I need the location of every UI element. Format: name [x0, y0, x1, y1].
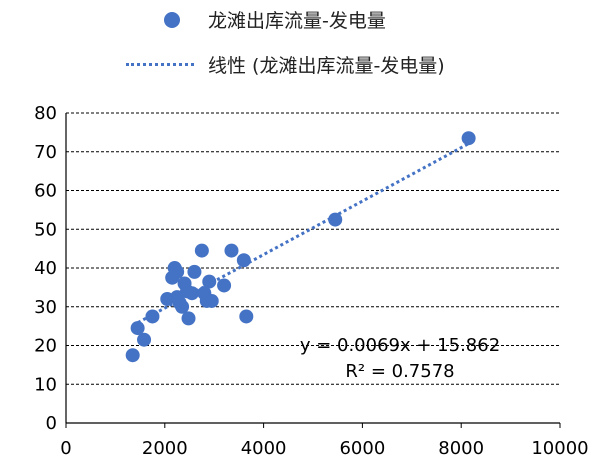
data-point	[217, 278, 232, 293]
y-tick-label: 20	[34, 336, 57, 357]
x-tick-label: 8000	[438, 438, 484, 459]
y-tick-label: 0	[46, 413, 57, 434]
legend-item-trendline: 线性 (龙滩出库流量-发电量)	[126, 51, 445, 78]
data-point	[194, 243, 209, 258]
data-point	[145, 309, 160, 324]
data-point	[184, 286, 199, 301]
trendline-path	[131, 142, 470, 327]
data-point	[202, 274, 217, 289]
data-point	[236, 253, 251, 268]
series-marker-icon	[164, 11, 180, 28]
legend: 龙滩出库流量-发电量 线性 (龙滩出库流量-发电量)	[0, 0, 599, 90]
x-tick-label: 4000	[241, 438, 287, 459]
data-point	[328, 212, 343, 227]
r-squared-label: R² = 0.7578	[345, 361, 454, 382]
data-point	[130, 321, 145, 336]
data-point	[224, 243, 239, 258]
x-tick-label: 6000	[339, 438, 385, 459]
x-tick-labels: 0 2000 4000 6000 8000 10000	[60, 438, 588, 459]
legend-series-label: 龙滩出库流量-发电量	[208, 10, 386, 32]
x-tick-label: 0	[60, 438, 71, 459]
y-tick-label: 30	[34, 297, 57, 318]
data-point	[137, 332, 152, 347]
legend-trendline-label: 线性 (龙滩出库流量-发电量)	[208, 55, 445, 77]
data-point	[239, 309, 254, 324]
y-tick-label: 40	[34, 258, 57, 279]
dotted-line-icon	[126, 63, 194, 66]
legend-item-series: 龙滩出库流量-发电量	[160, 6, 386, 33]
data-point	[187, 264, 202, 279]
data-point	[125, 348, 140, 363]
data-point	[204, 293, 219, 308]
data-point	[181, 311, 196, 326]
x-tick-label: 2000	[142, 438, 188, 459]
data-point	[170, 264, 185, 279]
y-tick-label: 10	[34, 374, 57, 395]
data-point	[175, 299, 190, 314]
y-tick-label: 70	[34, 142, 57, 163]
x-tick-label: 10000	[531, 438, 588, 459]
y-tick-label: 50	[34, 219, 57, 240]
axes	[65, 113, 561, 428]
trendline	[131, 142, 470, 327]
trendline-equation: y = 0.0069x + 15.862	[300, 335, 500, 356]
y-tick-label: 80	[34, 103, 57, 124]
data-point	[461, 131, 476, 146]
data-points	[125, 131, 476, 363]
y-tick-label: 60	[34, 181, 57, 202]
y-tick-labels: 0 10 20 30 40 50 60 70 80	[34, 103, 57, 434]
